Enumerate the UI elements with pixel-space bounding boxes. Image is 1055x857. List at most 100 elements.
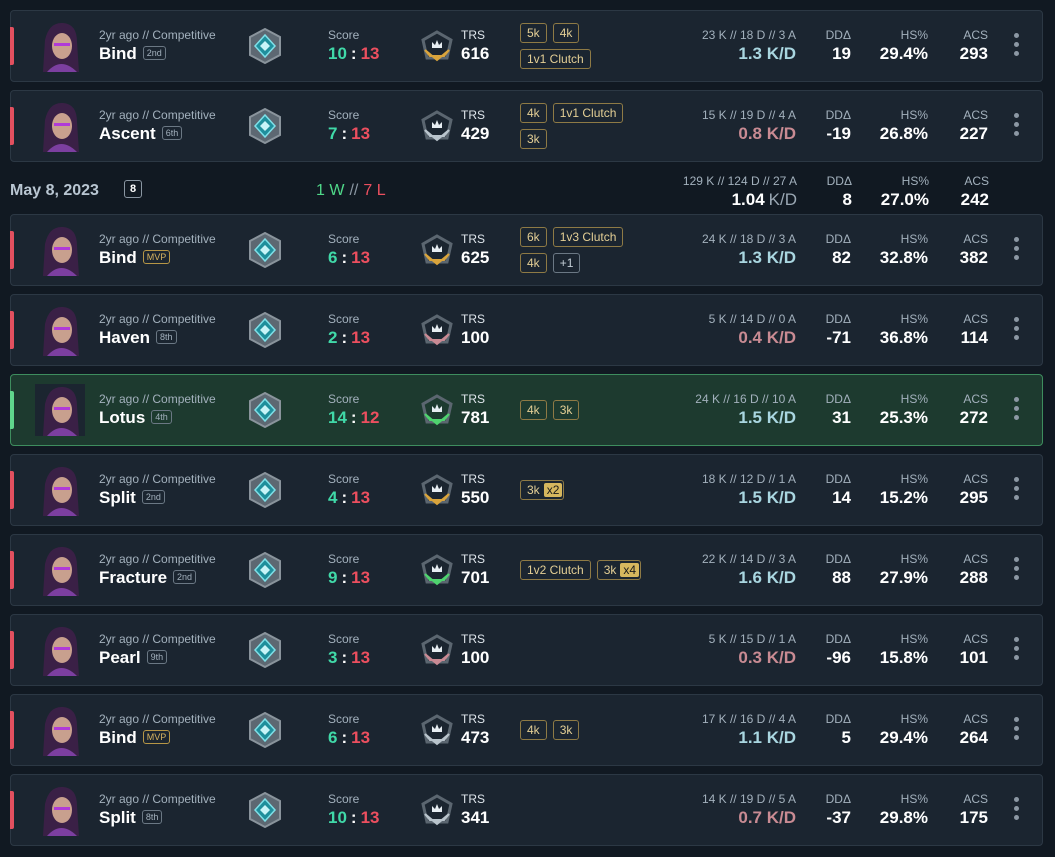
trs-crown [432,404,442,412]
map: Lotus [99,408,146,427]
match-row[interactable]: 2yr ago // Competitive Bind 2nd Score 10:13 T… [10,10,1043,82]
more-button[interactable] [1014,237,1020,264]
badge: 3k x4 [596,560,642,580]
match-row[interactable]: 2yr ago // Competitive Pearl 9th Score 3:13 T… [10,614,1043,686]
acs-value: 242 [960,190,989,209]
match-row[interactable]: 2yr ago // Competitive Bind MVP Score 6:13 TR… [10,694,1043,766]
score: 3:13 [328,648,370,668]
body [47,268,77,276]
placement: 8th [156,330,177,344]
match-row[interactable]: 2yr ago // Competitive Bind MVP Score 6:13 TR… [10,214,1043,286]
trs-crown [432,644,442,652]
hs-value: 32.8% [879,248,928,267]
placement: 9th [146,650,168,664]
trs-value: 473 [461,728,490,747]
kda: 14 K // 19 D // 5 A [701,792,796,806]
dd-label: DDΔ [825,232,851,246]
score-label: Score [328,472,360,486]
match-row[interactable]: 2yr ago // Competitive Haven 8th Score 2:13 T… [10,294,1043,366]
kda: 5 K // 14 D // 0 A [708,312,796,326]
trs-label: TRS [461,792,485,806]
placement: 6th [161,126,183,140]
match-row[interactable]: 2yr ago // Competitive Ascent 6th Score 7:13… [10,90,1043,162]
score-them: 13 [360,808,380,827]
kd: 0.7 K/D [738,808,796,827]
acs-value: 114 [960,328,988,347]
eyes [54,567,70,570]
match-row[interactable]: 2yr ago // Competitive Split 8th Score 10:13… [10,774,1043,846]
badge-text: 4k [527,106,540,120]
hs-label: HS% [900,108,928,122]
rank-core [260,121,270,131]
trs-art [421,714,453,746]
rank-core [260,245,270,255]
more-button[interactable] [1014,637,1020,664]
day-record: 1 W//7 L [316,182,386,200]
result-bar [10,791,14,829]
dd-label: DDΔ [825,108,851,122]
badge: +1 [552,253,581,273]
trs-label: TRS [461,312,485,326]
trs-art [421,314,453,346]
trs-value: 100 [461,648,490,667]
hs-value: 15.2% [879,488,928,507]
map: Split [99,488,136,507]
more-button[interactable] [1014,317,1020,344]
kd: 0.4 K/D [738,328,796,347]
trs-art [421,110,453,142]
dot [1014,113,1019,118]
score-us: 7 [328,124,338,143]
score: 6:13 [328,248,370,268]
match-row[interactable]: 2yr ago // Competitive Split 2nd Score 4:13 T… [10,454,1043,526]
score-colon: : [341,328,348,347]
rank-art [249,551,281,589]
kda: 24 K // 16 D // 10 A [695,392,796,406]
trs-crown [432,120,442,128]
map: Bind [99,44,137,63]
rank-core [260,805,270,815]
more-button[interactable] [1014,397,1020,424]
score-them: 12 [360,408,380,427]
result-bar [10,231,14,269]
mode: 2yr ago // Competitive [99,108,216,122]
score-us: 3 [328,648,338,667]
day-count: 8 [124,180,143,198]
more-button[interactable] [1014,797,1020,824]
day-kd: 1.04 K/D [732,190,797,210]
kda: 22 K // 14 D // 3 A [701,552,796,566]
map-name: Split 8th [99,808,163,828]
acs-value: 293 [959,44,988,63]
badge-text: 3k [559,403,573,417]
more-button[interactable] [1014,477,1020,504]
badges: 4k 1v1 Clutch 3k [520,91,645,161]
more-button[interactable] [1014,33,1020,60]
more-button[interactable] [1014,557,1020,584]
dd-value: 14 [832,488,851,507]
kda: 5 K // 15 D // 1 A [708,632,796,646]
trs-label: TRS [461,712,485,726]
map: Pearl [99,648,141,667]
dot [1014,815,1019,820]
badges: 4k 3k [520,375,645,445]
score-label: Score [328,392,360,406]
badge: 4k [520,400,547,420]
result-bar [10,711,14,749]
acs-label: ACS [963,232,988,246]
more-button[interactable] [1014,113,1020,140]
badge-text: 6k [527,230,540,244]
trs-label: TRS [461,28,485,42]
match-row[interactable]: 2yr ago // Competitive Fracture 2nd Score 9:… [10,534,1043,606]
agent-avatar [35,384,85,436]
map: Bind [99,728,137,747]
acs-label: ACS [964,174,989,188]
badge-text: 4k [527,723,540,737]
badge: 1v2 Clutch [520,560,591,580]
dd-label: DDΔ [825,392,851,406]
avatar-art [35,224,85,276]
more-button[interactable] [1014,717,1020,744]
score-them: 13 [351,124,371,143]
match-row[interactable]: 2yr ago // Competitive Lotus 4th Score 14:12… [10,374,1043,446]
kd: 1.3 K/D [738,248,796,267]
dd-value: 31 [832,408,851,427]
score-label: Score [328,792,360,806]
